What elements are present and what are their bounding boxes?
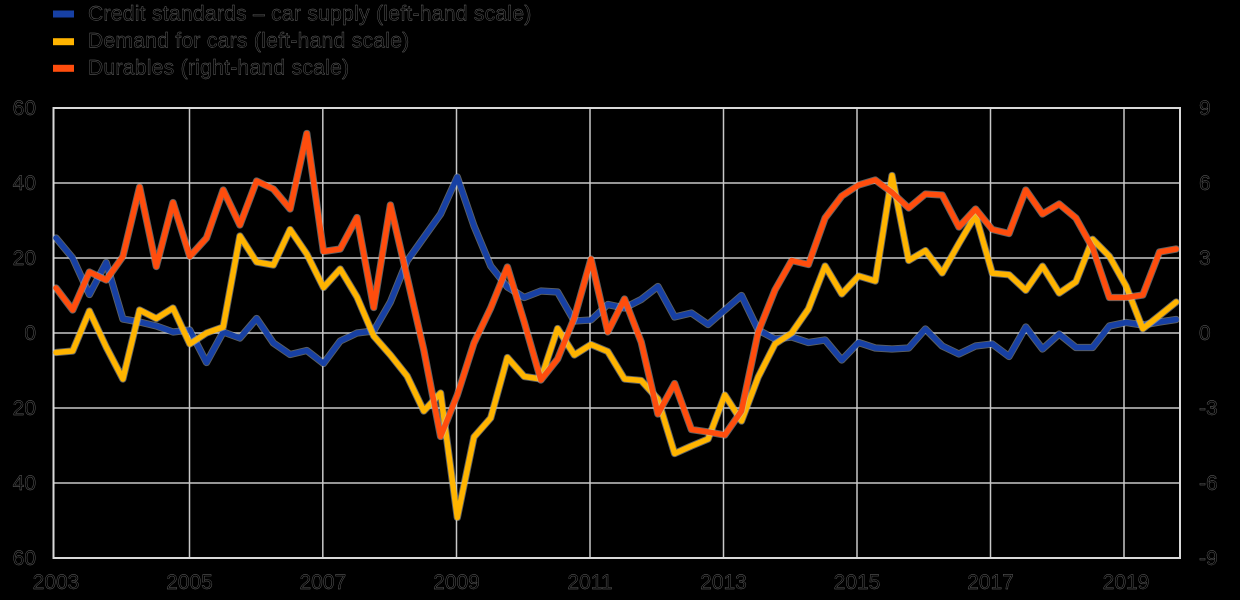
svg-text:-9: -9 <box>1199 547 1218 570</box>
svg-text:-3: -3 <box>1199 397 1218 420</box>
svg-text:2015: 2015 <box>834 571 881 594</box>
svg-text:2019: 2019 <box>1103 571 1150 594</box>
svg-text:Durables (right-hand scale): Durables (right-hand scale) <box>88 57 349 80</box>
svg-text:0: 0 <box>1199 322 1211 345</box>
svg-text:60: 60 <box>13 97 36 120</box>
svg-text:9: 9 <box>1199 97 1211 120</box>
svg-text:3: 3 <box>1199 247 1211 270</box>
svg-text:2003: 2003 <box>33 571 80 594</box>
svg-text:Credit standards – car supply: Credit standards – car supply (left-hand… <box>88 3 532 26</box>
svg-text:40: 40 <box>13 472 36 495</box>
svg-text:40: 40 <box>13 172 36 195</box>
svg-text:20: 20 <box>13 397 36 420</box>
svg-text:2005: 2005 <box>166 571 213 594</box>
svg-text:0: 0 <box>24 322 36 345</box>
svg-text:Demand for cars (left-hand sca: Demand for cars (left-hand scale) <box>88 30 410 53</box>
svg-text:2009: 2009 <box>433 571 480 594</box>
svg-text:20: 20 <box>13 247 36 270</box>
svg-text:2017: 2017 <box>967 571 1014 594</box>
svg-text:6: 6 <box>1199 172 1211 195</box>
svg-text:-6: -6 <box>1199 472 1218 495</box>
svg-text:2011: 2011 <box>567 571 612 594</box>
svg-text:2007: 2007 <box>299 571 346 594</box>
svg-text:2013: 2013 <box>700 571 747 594</box>
svg-text:60: 60 <box>13 547 36 570</box>
